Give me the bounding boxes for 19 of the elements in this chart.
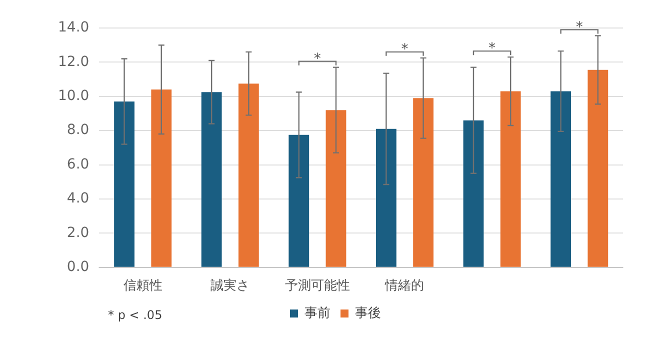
y-tick-label: 0.0 xyxy=(66,259,90,276)
y-tick-label: 12.0 xyxy=(58,54,90,70)
x-tick-label: 予測可能性 xyxy=(284,278,350,294)
y-tick-label: 2.0 xyxy=(66,224,90,241)
y-tick-label: 4.0 xyxy=(66,190,90,207)
y-tick-label: 10.0 xyxy=(58,88,90,104)
annotation: * xyxy=(314,50,321,67)
annotation: * xyxy=(488,40,496,57)
annotation: * xyxy=(576,19,583,36)
y-tick-label: 6.0 xyxy=(66,156,90,172)
x-tick-label: 情緒的 xyxy=(384,278,424,294)
annotation: * xyxy=(401,42,408,58)
x-tick-label: 誠実さ xyxy=(210,278,250,294)
legend-label: 事後 xyxy=(355,306,381,321)
legend-label: 事前 xyxy=(304,306,330,321)
y-tick-label: 14.0 xyxy=(58,20,90,36)
y-tick-label: 8.0 xyxy=(66,122,90,138)
x-tick-label: 信頼性 xyxy=(123,278,162,294)
text: * p < .05 xyxy=(108,308,162,322)
